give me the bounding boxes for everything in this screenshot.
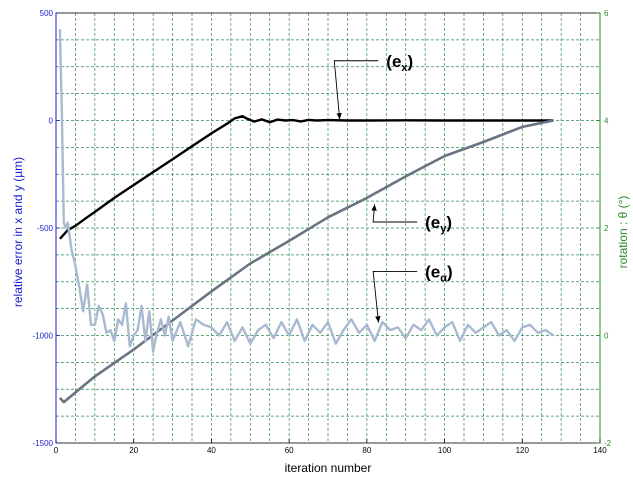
- x-tick-label: 120: [516, 446, 530, 455]
- x-tick-label: 100: [438, 446, 452, 455]
- x-tick-label: 140: [593, 446, 607, 455]
- x-tick-label: 60: [285, 446, 294, 455]
- y-right-tick-label: 0: [604, 332, 609, 341]
- y-left-tick-label: -500: [37, 224, 54, 233]
- annotation-ey-sub: y: [440, 223, 447, 235]
- annotation-ex: (ex): [386, 52, 413, 74]
- series-line-ex: [59, 114, 554, 240]
- y-left-tick-label: 500: [40, 9, 54, 18]
- y-right-tick-label: 2: [604, 224, 609, 233]
- annotation-ex-sub: x: [401, 62, 408, 74]
- y-right-tick-label: -2: [604, 439, 612, 448]
- annotation-ey-close: ): [446, 213, 452, 232]
- series-line-ealpha: [58, 29, 555, 353]
- annotation-ealpha-text: (e: [425, 262, 440, 281]
- tick-labels: 0 20 40 60 80 100 120 140 -1500 -1000 -500 0 500 -2 0 2…: [33, 9, 612, 455]
- arrow-ex: [333, 60, 379, 120]
- annotations: (ex)(ey)(eα): [333, 52, 453, 323]
- series: [58, 29, 555, 404]
- y-right-tick-label: 4: [604, 117, 609, 126]
- y-right-tick-label: 6: [604, 9, 609, 18]
- annotation-ealpha: (eα): [425, 262, 453, 284]
- annotation-ex-text: (e: [386, 52, 401, 71]
- x-tick-label: 80: [362, 446, 371, 455]
- y-axis-label-right: rotation : θ (°): [616, 196, 630, 269]
- annotation-ey-text: (e: [425, 213, 440, 232]
- y-left-tick-label: 0: [49, 117, 54, 126]
- axes: [55, 12, 601, 444]
- y-axis-label-left: relative error in x and y (µm): [11, 157, 25, 307]
- x-tick-label: 0: [54, 446, 59, 455]
- series-line-ey: [58, 119, 554, 404]
- y-left-tick-label: -1500: [33, 439, 54, 448]
- annotation-ealpha-sub: α: [440, 272, 447, 284]
- annotation-ex-close: ): [408, 52, 414, 71]
- arrow-ealpha: [372, 271, 418, 323]
- x-tick-label: 20: [129, 446, 138, 455]
- x-axis-label: iteration number: [285, 461, 372, 475]
- x-tick-label: 40: [207, 446, 216, 455]
- annotation-ey: (ey): [425, 213, 452, 235]
- y-left-tick-label: -1000: [33, 332, 54, 341]
- annotation-ealpha-close: ): [447, 262, 453, 281]
- arrow-ey: [371, 204, 418, 223]
